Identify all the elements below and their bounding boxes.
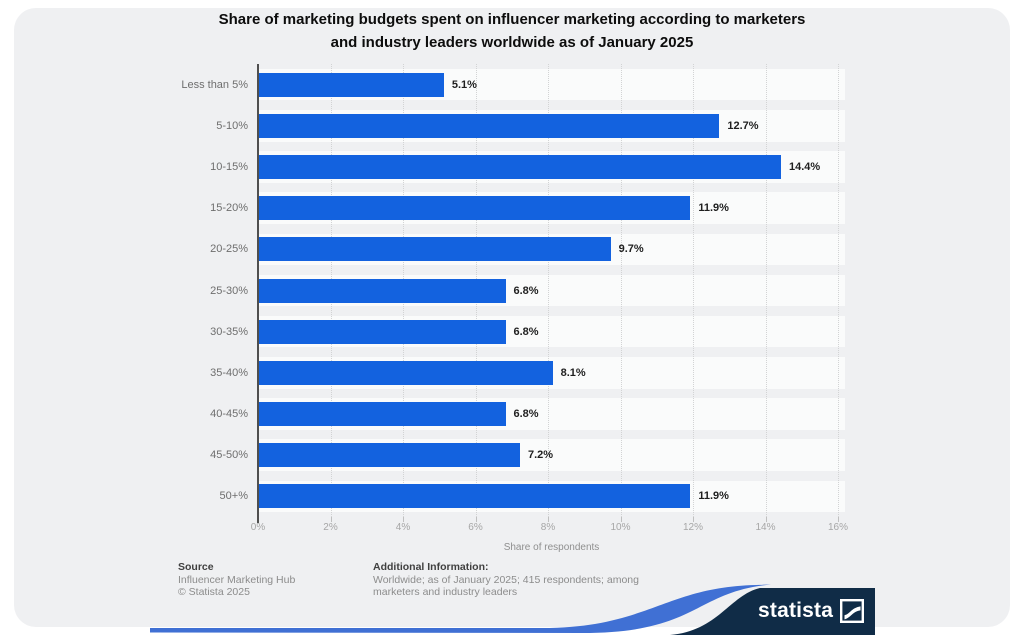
category-label: 35-40% <box>210 366 248 379</box>
bar-5-10- <box>259 113 720 138</box>
x-tick-mark <box>403 517 404 522</box>
bar-35-40- <box>259 360 553 385</box>
chart-title-line2: and industry leaders worldwide as of Jan… <box>330 34 694 51</box>
x-tick-label: 8% <box>540 522 556 533</box>
swoosh-navy-block <box>670 588 875 635</box>
statista-logo-icon <box>840 598 865 623</box>
bar-value-label: 6.8% <box>513 284 539 297</box>
gridline <box>838 64 839 517</box>
x-tick-label: 6% <box>468 522 483 533</box>
x-tick-mark <box>548 517 549 522</box>
category-label: 50+% <box>219 490 248 503</box>
category-label: 15-20% <box>210 202 248 215</box>
plot-area: 5.1% 12.7% 14.4% 11.9% 9.7% 6.8% 6.8% 8.1% 6.8% 7… <box>258 64 845 522</box>
bar-30-35- <box>259 319 506 344</box>
category-label: 20-25% <box>210 243 248 256</box>
x-axis-title: Share of respondents <box>503 542 600 553</box>
category-label: 30-35% <box>210 325 248 338</box>
category-label: 25-30% <box>210 284 248 297</box>
category-label: 10-15% <box>210 160 248 173</box>
gridline <box>765 64 767 517</box>
bar-value-label: 11.9% <box>698 202 729 215</box>
x-tick-label: 10% <box>610 522 631 533</box>
bar-value-label: 9.7% <box>618 243 644 256</box>
gridline <box>620 64 622 517</box>
additional-info-text: Worldwide; as of January 2025; 415 respo… <box>373 573 639 599</box>
additional-info-heading: Additional Information: <box>373 561 489 573</box>
statista-footer-swoosh <box>150 584 875 635</box>
bar-value-label: 11.9% <box>698 490 729 503</box>
category-label: 45-50% <box>210 449 248 462</box>
x-tick-mark <box>838 517 839 522</box>
x-tick-label: 12% <box>682 522 703 533</box>
bar-15-20- <box>259 196 691 221</box>
x-tick-mark <box>475 517 477 522</box>
bar-45-50- <box>259 443 520 468</box>
x-tick-mark <box>693 517 694 522</box>
bar-10-15- <box>259 154 781 179</box>
chart-title-line1: Share of marketing budgets spent on infl… <box>218 11 806 28</box>
x-tick-label: 2% <box>323 522 338 533</box>
gridline <box>548 64 549 517</box>
bar-value-label: 5.1% <box>451 78 477 91</box>
swoosh-blue-curve <box>150 584 771 633</box>
bar-value-label: 14.4% <box>789 160 821 173</box>
bar-50- <box>259 484 691 509</box>
bar-20-25- <box>259 237 611 262</box>
chart-title: Share of marketing budgets spent on infl… <box>0 8 1024 54</box>
bar-40-45- <box>259 402 506 427</box>
category-label: Less than 5% <box>181 78 248 91</box>
source-block: Source Influencer Marketing Hub © Statis… <box>178 561 358 599</box>
x-tick-label: 16% <box>827 522 848 533</box>
bar-value-label: 12.7% <box>727 119 759 132</box>
x-tick-label: 14% <box>755 522 776 533</box>
bar-less-than-5- <box>259 72 444 97</box>
source-name: Influencer Marketing Hub <box>178 573 296 586</box>
x-tick-mark <box>620 517 622 522</box>
category-label: 40-45% <box>210 408 248 421</box>
x-tick-label: 0% <box>250 522 266 533</box>
x-tick-mark <box>330 517 332 522</box>
bar-value-label: 8.1% <box>560 366 586 379</box>
copyright-notice: © Statista 2025 <box>178 586 250 598</box>
bar-value-label: 6.8% <box>513 408 539 421</box>
bar-25-30- <box>259 278 506 303</box>
y-axis-line <box>257 64 259 523</box>
additional-info-block: Additional Information: Worldwide; as of… <box>373 561 678 599</box>
source-heading: Source <box>178 561 214 573</box>
statista-logo: statista <box>758 597 865 624</box>
gridline <box>693 64 694 517</box>
x-tick-label: 4% <box>395 522 411 533</box>
statista-wordmark: statista <box>758 599 834 622</box>
category-label: 5-10% <box>216 119 248 132</box>
bar-value-label: 7.2% <box>528 449 554 462</box>
x-tick-mark <box>765 517 767 522</box>
bar-value-label: 6.8% <box>513 325 539 338</box>
